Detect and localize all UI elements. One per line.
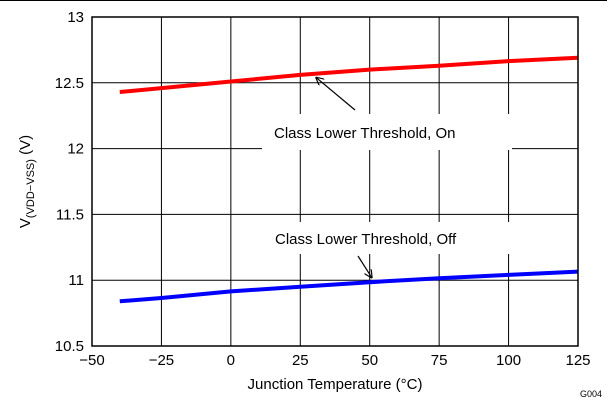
y-axis-label-main: V [17,218,34,228]
y-tick-label: 10.5 [55,338,84,355]
x-tick-label: 100 [496,352,521,369]
x-tick-label: −50 [79,352,104,369]
x-axis-label: Junction Temperature (°C) [248,376,423,393]
annotation-on-label: Class Lower Threshold, On [274,125,455,142]
x-tick-label: −25 [149,352,174,369]
annotation-off-arrow [357,255,372,278]
y-tick-label: 11.5 [56,206,84,223]
annotation-on-box [262,114,512,150]
series-line-on [119,55,579,94]
tick-labels: −50 −25 0 25 50 75 100 125 10.5 11 11.5 12 12.5 13 [55,9,591,369]
y-tick-label: 12.5 [55,75,84,92]
y-axis-label-subscript: (VDD−VSS) [25,159,37,218]
y-tick-label: 12 [67,141,84,158]
series-layer [119,55,579,304]
annotation-off-label: Class Lower Threshold, Off [275,231,457,248]
x-tick-label: 0 [227,352,235,369]
y-axis-label: V(VDD−VSS) (V) [17,135,37,228]
figure-id: G004 [580,389,602,399]
x-tick-label: 75 [431,352,448,369]
plot-frame [91,16,579,347]
x-tick-label: 25 [292,352,309,369]
annotation-off-box [262,222,512,254]
annotation-on-arrow [316,78,356,111]
series-line-off [119,269,579,304]
y-tick-label: 11 [68,272,84,289]
annotations: Class Lower Threshold, On Class Lower Thr… [262,78,512,278]
y-axis-label-unit: (V) [17,135,34,159]
x-tick-label: 50 [361,352,378,369]
x-tick-label: 125 [565,352,590,369]
y-tick-label: 13 [67,9,84,26]
